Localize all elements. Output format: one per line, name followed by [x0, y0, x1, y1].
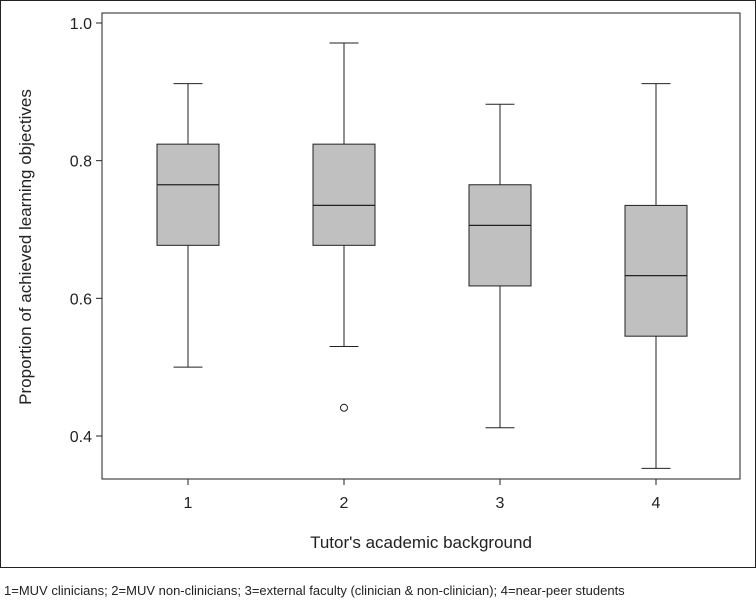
- box-iqr: [312, 143, 376, 246]
- caption: 1=MUV clinicians; 2=MUV non-clinicians; …: [4, 583, 625, 598]
- y-tick-label: 0.4: [70, 429, 92, 446]
- y-tick-label: 0.6: [70, 291, 92, 308]
- box-iqr: [624, 204, 688, 337]
- x-tick-label: 4: [652, 495, 661, 512]
- plot-area: [101, 12, 741, 480]
- x-tick-label: 1: [184, 495, 193, 512]
- y-tick-label: 0.8: [70, 154, 92, 171]
- y-axis-title: Proportion of achieved learning objectiv…: [16, 89, 35, 405]
- x-axis-title: Tutor's academic background: [310, 533, 532, 552]
- x-tick-label: 3: [496, 495, 505, 512]
- box-iqr: [468, 184, 532, 287]
- box-plot: 0.4 0.6 0.8 1.0 1 2 3 4 Tutor's academic backgr…: [16, 12, 741, 552]
- x-tick-label: 2: [340, 495, 349, 512]
- box-iqr: [156, 143, 220, 246]
- y-tick-label: 1.0: [70, 16, 92, 33]
- outlier-point: [340, 403, 348, 412]
